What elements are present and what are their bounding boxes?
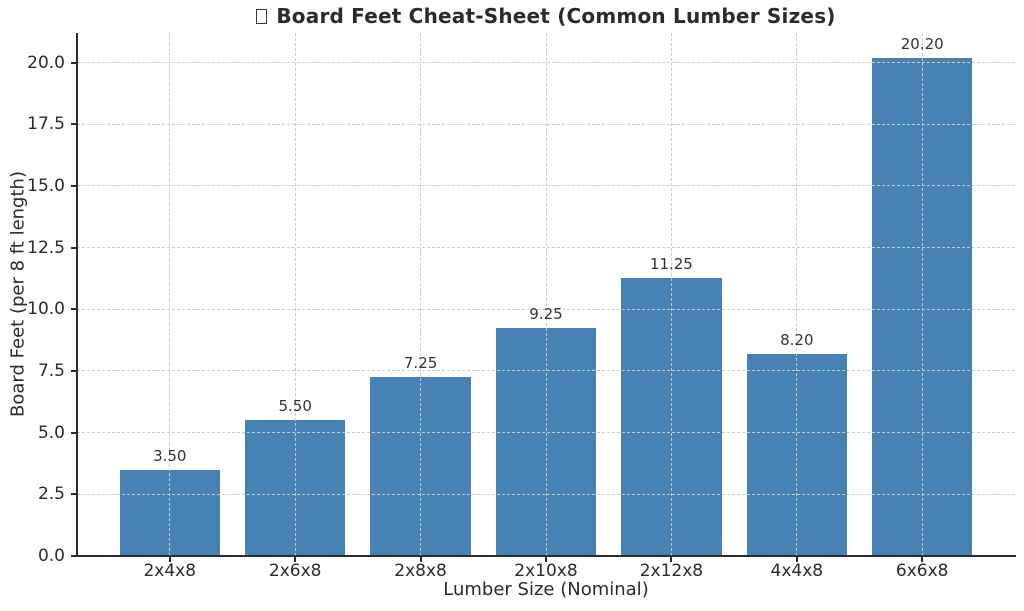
x-tick-label: 2x8x8 xyxy=(394,561,447,581)
vertical-gridline xyxy=(420,33,422,556)
x-tick-label: 2x10x8 xyxy=(514,561,578,581)
x-tick-mark xyxy=(921,556,924,562)
horizontal-gridline xyxy=(77,247,1015,249)
bar-value-label: 8.20 xyxy=(780,330,814,349)
y-tick-mark xyxy=(71,555,77,557)
horizontal-gridline xyxy=(77,493,1015,495)
vertical-gridline xyxy=(670,33,672,556)
x-tick-label: 2x6x8 xyxy=(268,561,322,581)
vertical-gridline xyxy=(921,33,923,556)
horizontal-gridline xyxy=(77,432,1015,434)
bar-value-label: 20.20 xyxy=(900,34,944,53)
horizontal-gridline xyxy=(77,370,1015,372)
y-tick-label: 10.0 xyxy=(27,299,65,320)
horizontal-gridline xyxy=(77,62,1015,64)
chart-title: Board Feet Cheat-Sheet (Common Lumber Si… xyxy=(77,2,1015,30)
x-tick-label: 4x4x8 xyxy=(770,561,824,581)
y-tick-label: 7.5 xyxy=(37,360,65,381)
vertical-gridline xyxy=(294,33,296,556)
y-tick-mark xyxy=(71,123,77,126)
y-tick-mark xyxy=(71,61,77,64)
bar-value-label: 3.50 xyxy=(153,446,187,465)
bar-value-label: 5.50 xyxy=(278,397,312,416)
chart-title-text: Board Feet Cheat-Sheet (Common Lumber Si… xyxy=(276,4,836,28)
y-tick-mark xyxy=(71,308,77,311)
bar-value-label: 11.25 xyxy=(649,255,693,274)
horizontal-gridline xyxy=(77,308,1015,310)
x-axis-spine xyxy=(76,555,1016,557)
y-tick-label: 0.0 xyxy=(37,546,65,566)
y-axis-spine xyxy=(76,33,78,556)
y-tick-label: 20.0 xyxy=(27,52,65,73)
x-tick-mark xyxy=(795,556,798,562)
vertical-gridline xyxy=(545,33,547,556)
y-tick-mark xyxy=(71,369,77,372)
x-tick-mark xyxy=(294,556,297,562)
vertical-gridline xyxy=(796,33,798,556)
x-tick-mark xyxy=(168,556,171,562)
x-tick-mark xyxy=(670,556,673,562)
x-tick-label: 6x6x8 xyxy=(895,561,949,581)
y-tick-label: 17.5 xyxy=(27,114,65,135)
x-tick-mark xyxy=(545,556,547,562)
y-tick-mark xyxy=(71,246,77,249)
y-tick-mark xyxy=(71,493,77,496)
x-tick-mark xyxy=(419,556,422,562)
y-tick-label: 15.0 xyxy=(27,175,65,196)
bar-value-label: 7.25 xyxy=(403,354,438,373)
missing-glyph-icon xyxy=(256,9,268,24)
x-tick-label: 2x4x8 xyxy=(143,561,197,581)
y-tick-mark xyxy=(71,431,77,434)
y-tick-label: 12.5 xyxy=(27,237,65,258)
x-tick-label: 2x12x8 xyxy=(639,561,704,581)
y-tick-mark xyxy=(71,184,77,187)
plot-area: 3.50 5.50 7.25 9.25 11.25 8.20 20.20 xyxy=(76,33,1016,557)
y-tick-label: 5.0 xyxy=(37,422,65,443)
y-tick-label: 2.5 xyxy=(37,484,65,505)
vertical-gridline xyxy=(169,33,171,556)
x-axis-title: Lumber Size (Nominal) xyxy=(443,579,649,600)
horizontal-gridline xyxy=(77,123,1015,125)
bar-value-label: 9.25 xyxy=(529,304,563,323)
horizontal-gridline xyxy=(77,185,1015,187)
